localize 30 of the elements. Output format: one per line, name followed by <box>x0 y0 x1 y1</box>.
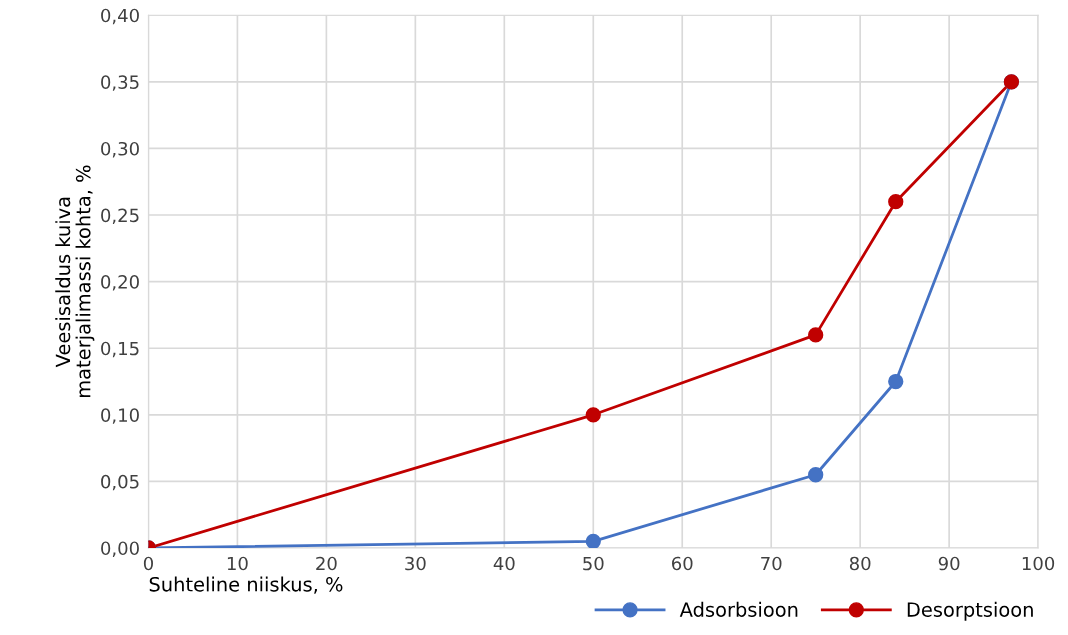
y-tick-label: 0,00 <box>101 541 139 557</box>
point <box>808 327 824 343</box>
x-tick-label: 40 <box>493 556 515 571</box>
y-tick-label: 0,20 <box>101 275 139 291</box>
x-axis-title: Suhteline niiskus, % <box>149 576 343 594</box>
point <box>888 373 904 390</box>
x-tick-label: 80 <box>849 556 871 571</box>
legend-label: Adsorbsioon <box>679 601 798 617</box>
y-tick-label: 0,35 <box>101 75 139 91</box>
x-tick-label: 70 <box>761 556 782 571</box>
x-tick-label: 50 <box>583 556 604 571</box>
x-tick-label: 60 <box>672 556 693 571</box>
x-tick-label: 10 <box>227 556 248 571</box>
point <box>808 467 824 483</box>
x-tick-label: 30 <box>405 556 426 571</box>
x-tick-label: 90 <box>938 556 960 571</box>
y-tick-label: 0,25 <box>101 208 139 224</box>
x-tick-label: 20 <box>316 556 337 571</box>
point <box>585 407 601 423</box>
y-tick-label: 0,40 <box>101 8 139 25</box>
x-tick-label: 100 <box>1022 556 1055 571</box>
y-tick-label: 0,15 <box>101 341 139 358</box>
y-tick-label: 0,05 <box>101 474 139 491</box>
y-tick-label: 0,30 <box>101 141 139 158</box>
y-axis-title: Veesisaldus kuiva materjalimassi kohta, % <box>55 165 95 398</box>
y-tick-label: 0,10 <box>101 408 139 424</box>
x-tick-label: 0 <box>143 556 153 571</box>
point <box>585 533 601 549</box>
point <box>888 194 904 210</box>
legend-label: Desorptsioon <box>907 601 1033 621</box>
